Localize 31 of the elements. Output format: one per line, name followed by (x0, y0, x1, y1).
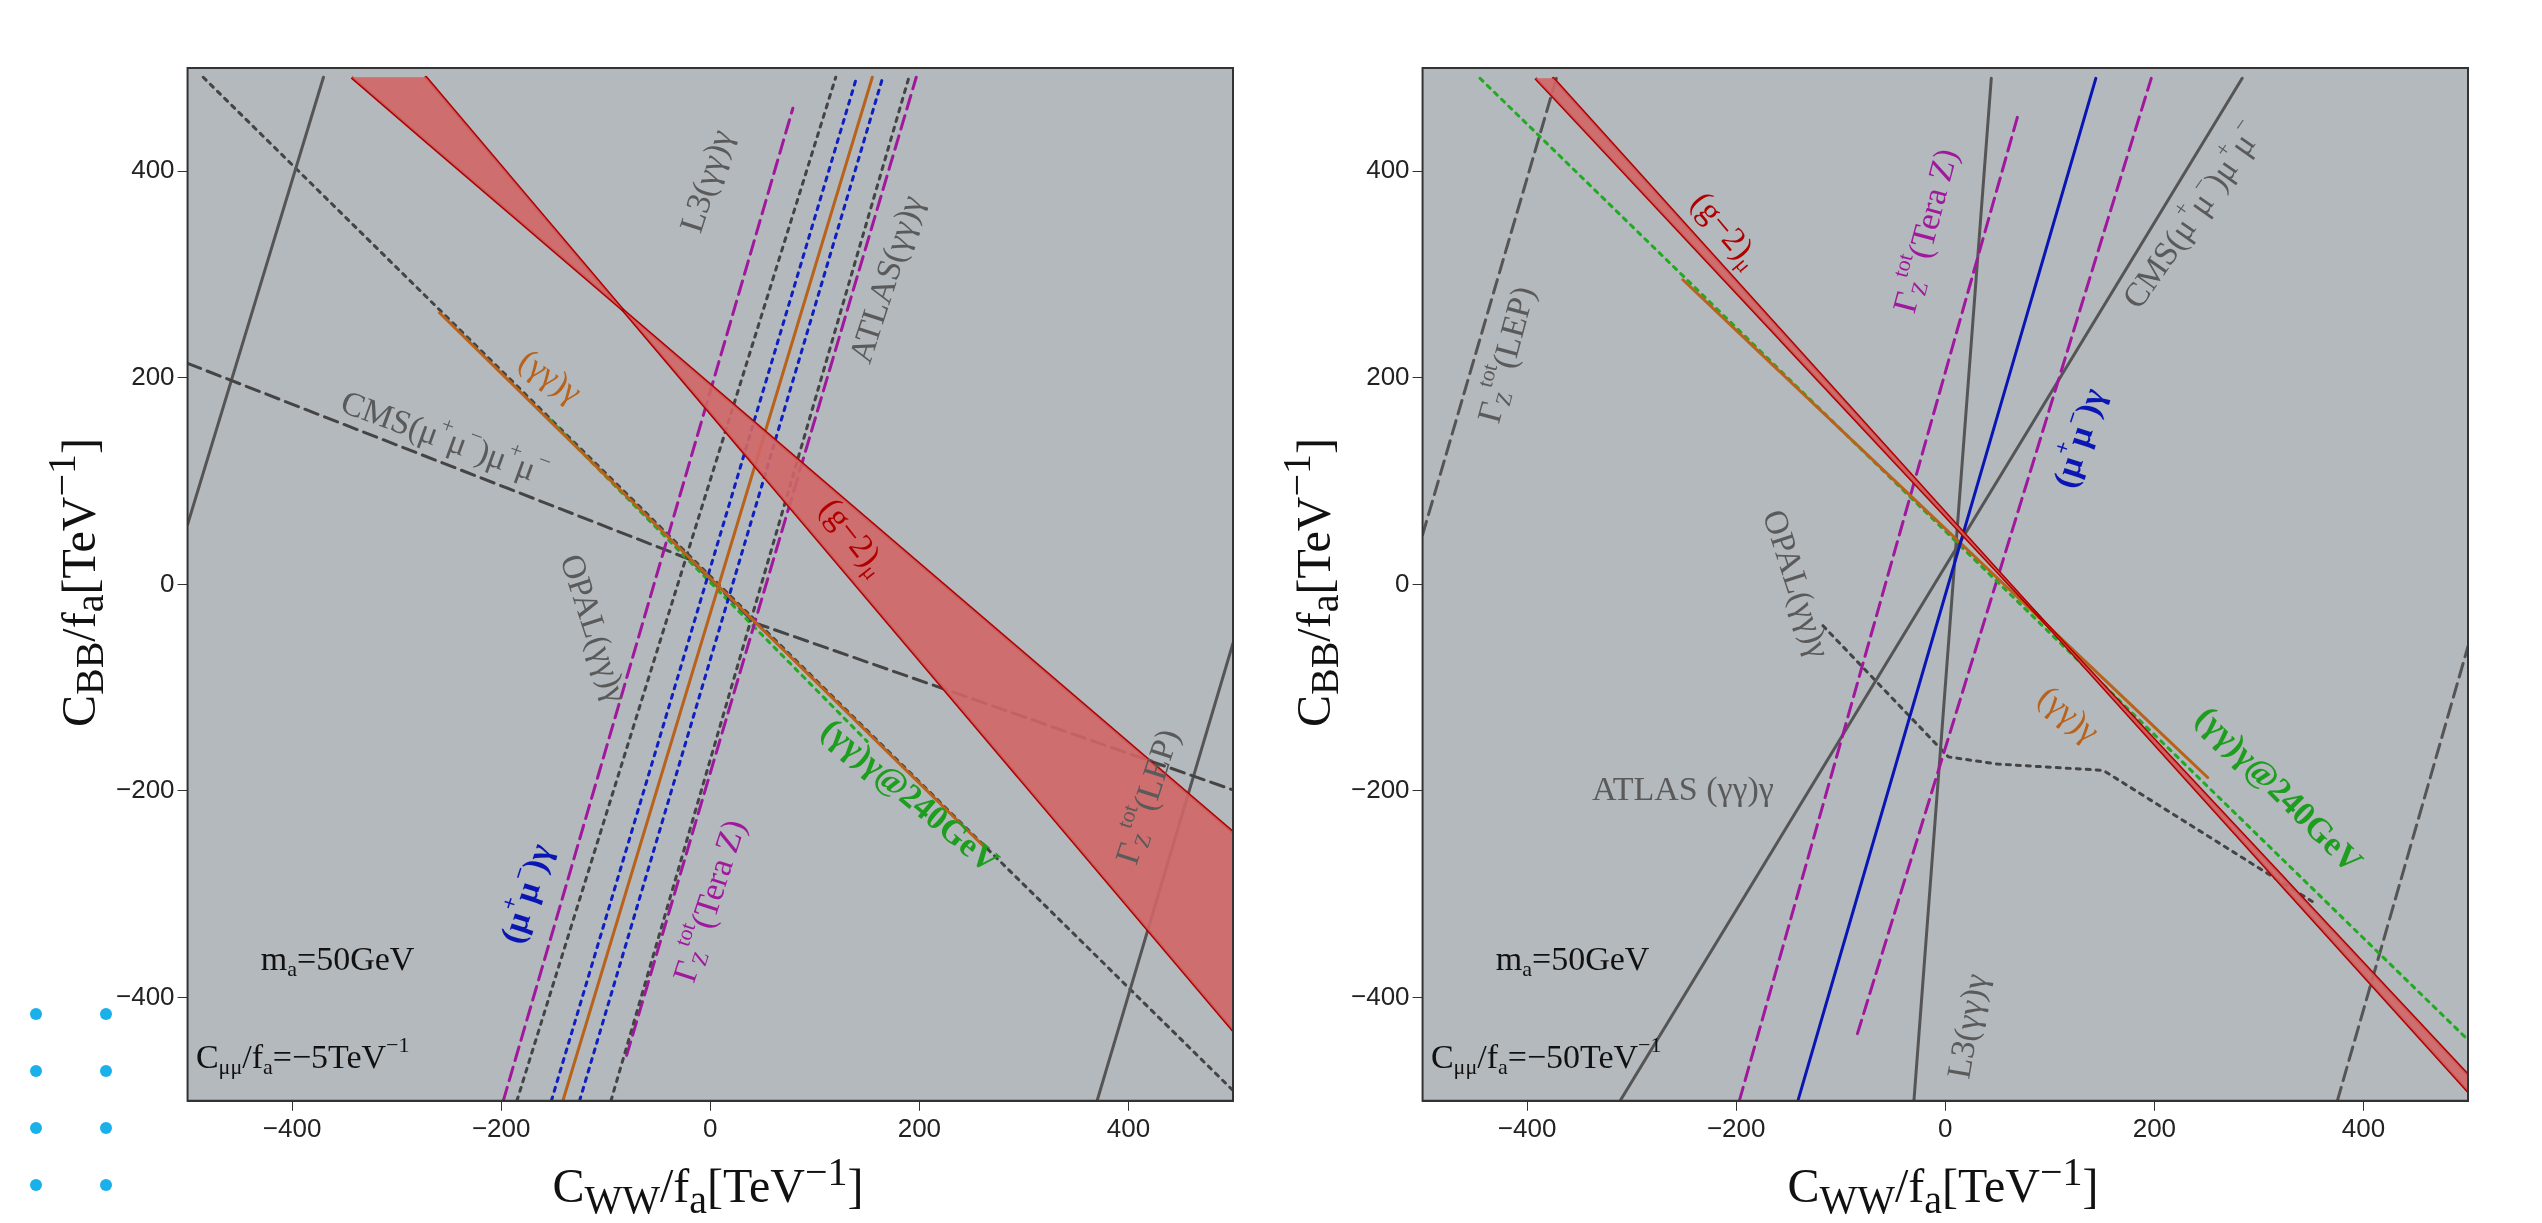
y-tick-label: 0 (1395, 567, 1410, 598)
y-tick-label: 400 (131, 154, 175, 185)
y-tick-label: −400 (1350, 980, 1410, 1011)
x-tick-label: 0 (703, 1112, 718, 1143)
x-tick-label: 200 (897, 1112, 942, 1143)
annotation: ΓZtot(LEP) (1107, 724, 1187, 869)
annotation: ΓZtot(Tera Z) (1885, 144, 1966, 317)
x-tick-label: 0 (1938, 1112, 1953, 1143)
annotation: ΓZtot(Tera Z) (665, 815, 754, 987)
y-tick-label: 200 (131, 361, 175, 392)
y-tick-label: 200 (1366, 361, 1410, 392)
x-tick-label: −400 (262, 1112, 322, 1143)
y-tick-label: −200 (115, 774, 175, 805)
y-tick-label: 0 (160, 567, 175, 598)
y-tick-label: −400 (115, 980, 175, 1011)
annotation: (γγ)γ (511, 341, 590, 412)
x-tick-label: 400 (2341, 1112, 2386, 1143)
x-tick-label: 200 (2132, 1112, 2177, 1143)
annotation: L3(γγ)γ (1939, 970, 1996, 1082)
annotation: ΓZtot(LEP) (1469, 282, 1543, 427)
x-tick-label: −200 (1706, 1112, 1766, 1143)
annotation: (μ+μ−)γ (2045, 383, 2113, 493)
annotation: (μ+μ−)γ (492, 839, 561, 949)
x-tick-label: −200 (471, 1112, 531, 1143)
x-tick-label: 400 (1106, 1112, 1151, 1143)
x-axis-title: C$_{WW}$/f$_{a}$[TeV$^{−1}$] (1786, 1148, 2100, 1223)
x-axis-title: C$_{WW}$/f$_{a}$[TeV$^{−1}$] (551, 1148, 865, 1223)
annotation: ATLAS (γγ)γ (1591, 769, 1774, 808)
x-tick-label: −400 (1497, 1112, 1557, 1143)
y-tick-label: 400 (1366, 154, 1410, 185)
y-tick-label: −200 (1350, 774, 1410, 805)
